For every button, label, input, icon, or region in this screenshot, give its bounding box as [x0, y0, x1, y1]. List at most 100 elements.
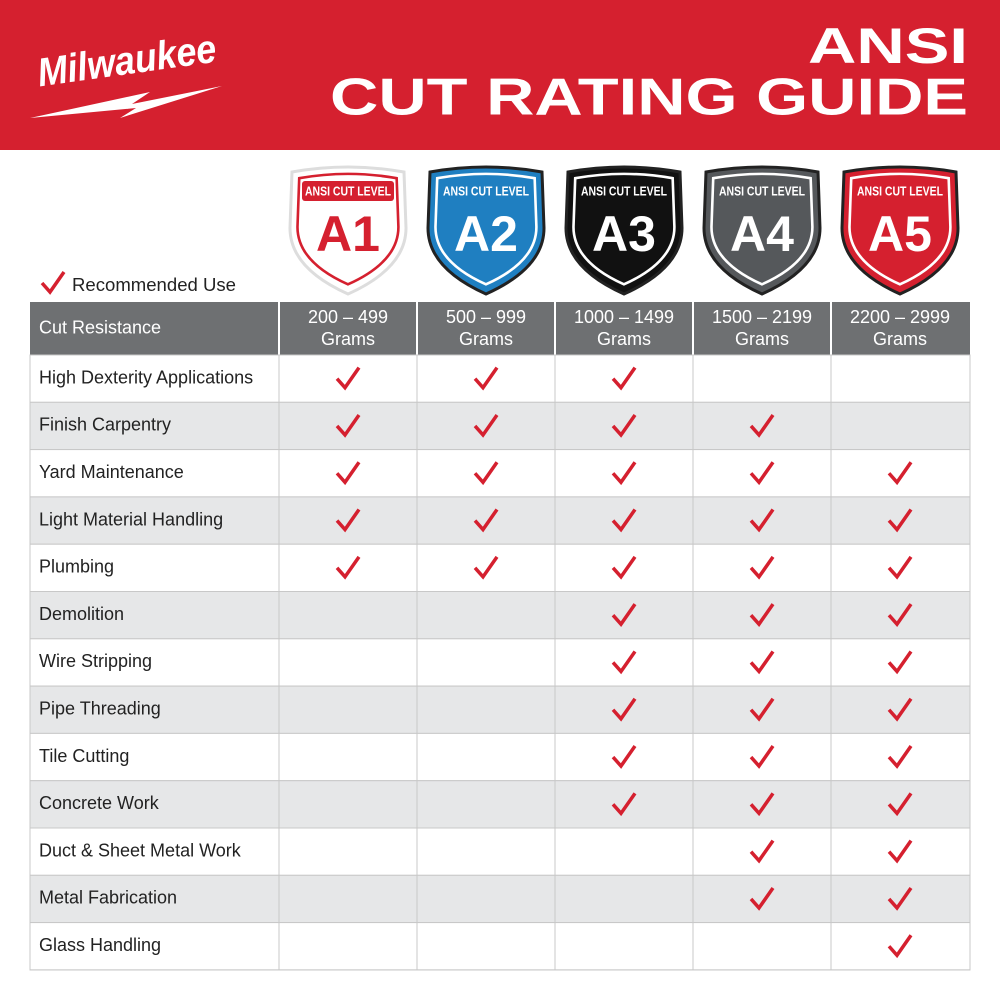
check-mark — [887, 650, 913, 675]
level-badge: ANSI CUT LEVEL A3 — [564, 165, 684, 296]
badge-outline — [426, 165, 546, 296]
row-bg — [29, 354, 971, 403]
badge-label: ANSI CUT LEVEL — [857, 183, 943, 198]
application: Metal Fabrication — [39, 888, 177, 908]
level-badge: ANSI CUT LEVEL A1 — [288, 165, 408, 296]
check-mark — [887, 603, 913, 627]
check-mark — [749, 886, 775, 911]
check-mark — [611, 603, 637, 627]
range: 200 – 499 — [308, 307, 388, 327]
application: Demolition — [39, 604, 124, 624]
check-mark — [887, 792, 913, 817]
check-mark — [335, 508, 361, 533]
header-band — [0, 0, 1000, 150]
check-mark — [887, 745, 913, 769]
badge-banner — [302, 181, 394, 201]
badge-inner — [296, 172, 400, 286]
application: Tile Cutting — [39, 746, 129, 766]
check-mark — [749, 603, 775, 627]
row-bg — [29, 543, 971, 593]
check-mark — [749, 650, 775, 675]
application: High Dexterity Applications — [39, 367, 253, 387]
row-bg — [29, 401, 971, 451]
check-mark — [749, 413, 775, 438]
application: Plumbing — [39, 557, 114, 577]
check-mark — [611, 792, 637, 817]
check-mark — [749, 461, 775, 486]
badge-outline — [702, 165, 822, 296]
row-bg — [29, 638, 971, 687]
unit: Grams — [597, 329, 651, 349]
badge-label: ANSI CUT LEVEL — [719, 183, 805, 198]
range: 1500 – 2199 — [712, 307, 812, 327]
application: Glass Handling — [39, 935, 161, 955]
header-row — [30, 302, 970, 355]
range: 2200 – 2999 — [850, 307, 950, 327]
header-label: Cut Resistance — [39, 317, 161, 337]
check-mark — [887, 461, 913, 486]
check-mark — [749, 697, 775, 722]
check-mark — [611, 413, 637, 438]
level-badge: ANSI CUT LEVEL A4 — [702, 165, 822, 296]
badge-label: ANSI CUT LEVEL — [305, 183, 391, 198]
application: Concrete Work — [39, 793, 160, 813]
badge-inner — [710, 172, 814, 286]
check-mark — [473, 461, 499, 486]
badge-inner — [848, 172, 952, 286]
badge-inner — [434, 172, 538, 286]
range: 1000 – 1499 — [574, 307, 674, 327]
check-mark — [887, 697, 913, 722]
level-badge: ANSI CUT LEVEL A5 — [840, 165, 960, 296]
check-mark — [473, 555, 499, 580]
row-bg — [29, 874, 971, 924]
check-mark — [611, 745, 637, 769]
legend-label: Recommended Use — [72, 275, 236, 295]
badge-level: A5 — [868, 206, 932, 262]
application: Light Material Handling — [39, 509, 223, 529]
application: Finish Carpentry — [39, 415, 171, 435]
check-mark — [749, 745, 775, 769]
check-mark — [749, 508, 775, 533]
row-bg — [29, 591, 971, 640]
check-mark — [611, 461, 637, 486]
badge-level: A4 — [730, 206, 794, 262]
title-line2: CUT RATING GUIDE — [330, 69, 968, 127]
check-mark — [611, 366, 637, 391]
badge-outline — [564, 165, 684, 296]
row-bg — [29, 827, 971, 876]
logo-bolt — [30, 86, 222, 118]
check-mark — [611, 650, 637, 675]
badge-label: ANSI CUT LEVEL — [443, 183, 529, 198]
application: Wire Stripping — [39, 651, 152, 671]
check-mark — [473, 366, 499, 391]
unit: Grams — [735, 329, 789, 349]
range: 500 – 999 — [446, 307, 526, 327]
legend-check — [40, 270, 66, 295]
level-badge: ANSI CUT LEVEL A2 — [426, 165, 546, 296]
check-mark — [335, 555, 361, 580]
check-mark — [887, 886, 913, 911]
badge-level: A1 — [316, 206, 380, 262]
check-mark — [887, 508, 913, 533]
badge-label: ANSI CUT LEVEL — [581, 183, 667, 198]
badge-inner — [572, 172, 676, 286]
badge-outline — [840, 165, 960, 296]
unit: Grams — [873, 329, 927, 349]
application: Duct & Sheet Metal Work — [39, 840, 242, 860]
check-mark — [335, 461, 361, 486]
row-bg — [29, 496, 971, 545]
badge-level: A3 — [592, 206, 656, 262]
row-bg — [29, 685, 971, 734]
row-bg — [29, 732, 971, 782]
row-bg — [29, 922, 971, 971]
check-mark — [473, 413, 499, 438]
check-mark — [749, 839, 775, 864]
check-mark — [473, 508, 499, 533]
badge-level: A2 — [454, 206, 518, 262]
check-mark — [611, 508, 637, 533]
row-bg — [29, 780, 971, 829]
check-mark — [611, 555, 637, 580]
